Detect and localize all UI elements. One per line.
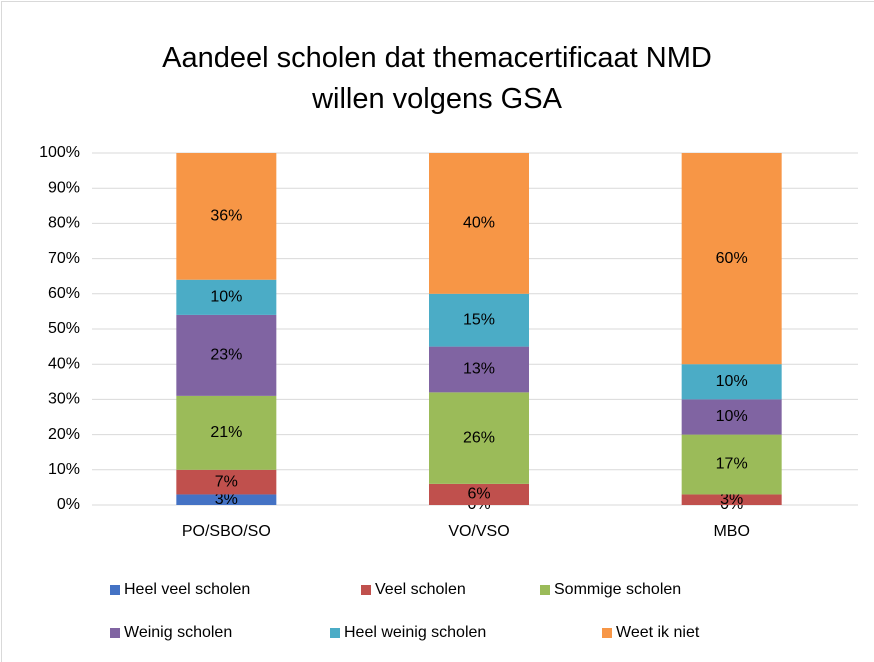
data-label: 36% <box>210 208 242 225</box>
data-label: 10% <box>210 289 242 306</box>
bar-segment <box>176 279 277 315</box>
y-tick-label: 40% <box>48 355 80 372</box>
data-label: 10% <box>716 373 748 390</box>
bar-segment <box>429 483 529 505</box>
legend-label: Veel scholen <box>375 581 466 598</box>
bar-segment <box>429 153 529 294</box>
data-label: 17% <box>716 456 748 473</box>
legend-swatch <box>361 585 371 595</box>
bar-segment <box>681 364 782 400</box>
y-tick-label: 10% <box>48 461 80 478</box>
data-label: 26% <box>463 429 495 446</box>
y-tick-label: 50% <box>48 320 80 337</box>
y-tick-label: 100% <box>39 144 80 161</box>
y-tick-label: 60% <box>48 285 80 302</box>
data-label: 15% <box>463 311 495 328</box>
legend-label: Heel weinig scholen <box>344 624 486 641</box>
legend-label: Weet ik niet <box>616 624 700 641</box>
y-tick-label: 70% <box>48 250 80 267</box>
legend-swatch <box>110 585 120 595</box>
y-tick-label: 0% <box>57 496 80 513</box>
data-label: 60% <box>716 250 748 267</box>
data-label: 3% <box>215 491 238 508</box>
legend-label: Weinig scholen <box>124 624 232 641</box>
data-label: 13% <box>463 361 495 378</box>
legend-swatch <box>540 585 550 595</box>
bar-segment <box>681 399 782 435</box>
chart-title: Aandeel scholen dat themacertificaat NMD… <box>162 42 712 115</box>
data-label: 40% <box>463 215 495 232</box>
legend-label: Heel veel scholen <box>124 581 250 598</box>
data-label: 6% <box>467 486 490 503</box>
bar-segment <box>176 395 277 470</box>
bar-segment <box>176 494 277 505</box>
legend-swatch <box>110 628 120 638</box>
data-label: 23% <box>210 347 242 364</box>
bar-segment <box>681 434 782 495</box>
bar-segment <box>429 293 529 347</box>
legend-swatch <box>330 628 340 638</box>
y-tick-label: 80% <box>48 215 80 232</box>
y-tick-label: 90% <box>48 179 80 196</box>
y-tick-label: 20% <box>48 426 80 443</box>
x-tick-label: VO/VSO <box>448 523 509 540</box>
bar-segment <box>176 469 277 495</box>
bar-segment <box>429 392 529 484</box>
y-tick-label: 30% <box>48 391 80 408</box>
bar-segment <box>176 153 277 280</box>
bar-segment <box>429 346 529 393</box>
x-tick-label: PO/SBO/SO <box>182 523 271 540</box>
data-label: 21% <box>210 424 242 441</box>
bar-segment <box>176 314 277 396</box>
data-label: 10% <box>716 408 748 425</box>
bar-segment <box>681 494 782 505</box>
legend-label: Sommige scholen <box>554 581 681 598</box>
data-label: 3% <box>720 491 743 508</box>
bar-segment <box>681 153 782 365</box>
legend-swatch <box>602 628 612 638</box>
data-label: 7% <box>215 473 238 490</box>
x-tick-label: MBO <box>713 523 749 540</box>
